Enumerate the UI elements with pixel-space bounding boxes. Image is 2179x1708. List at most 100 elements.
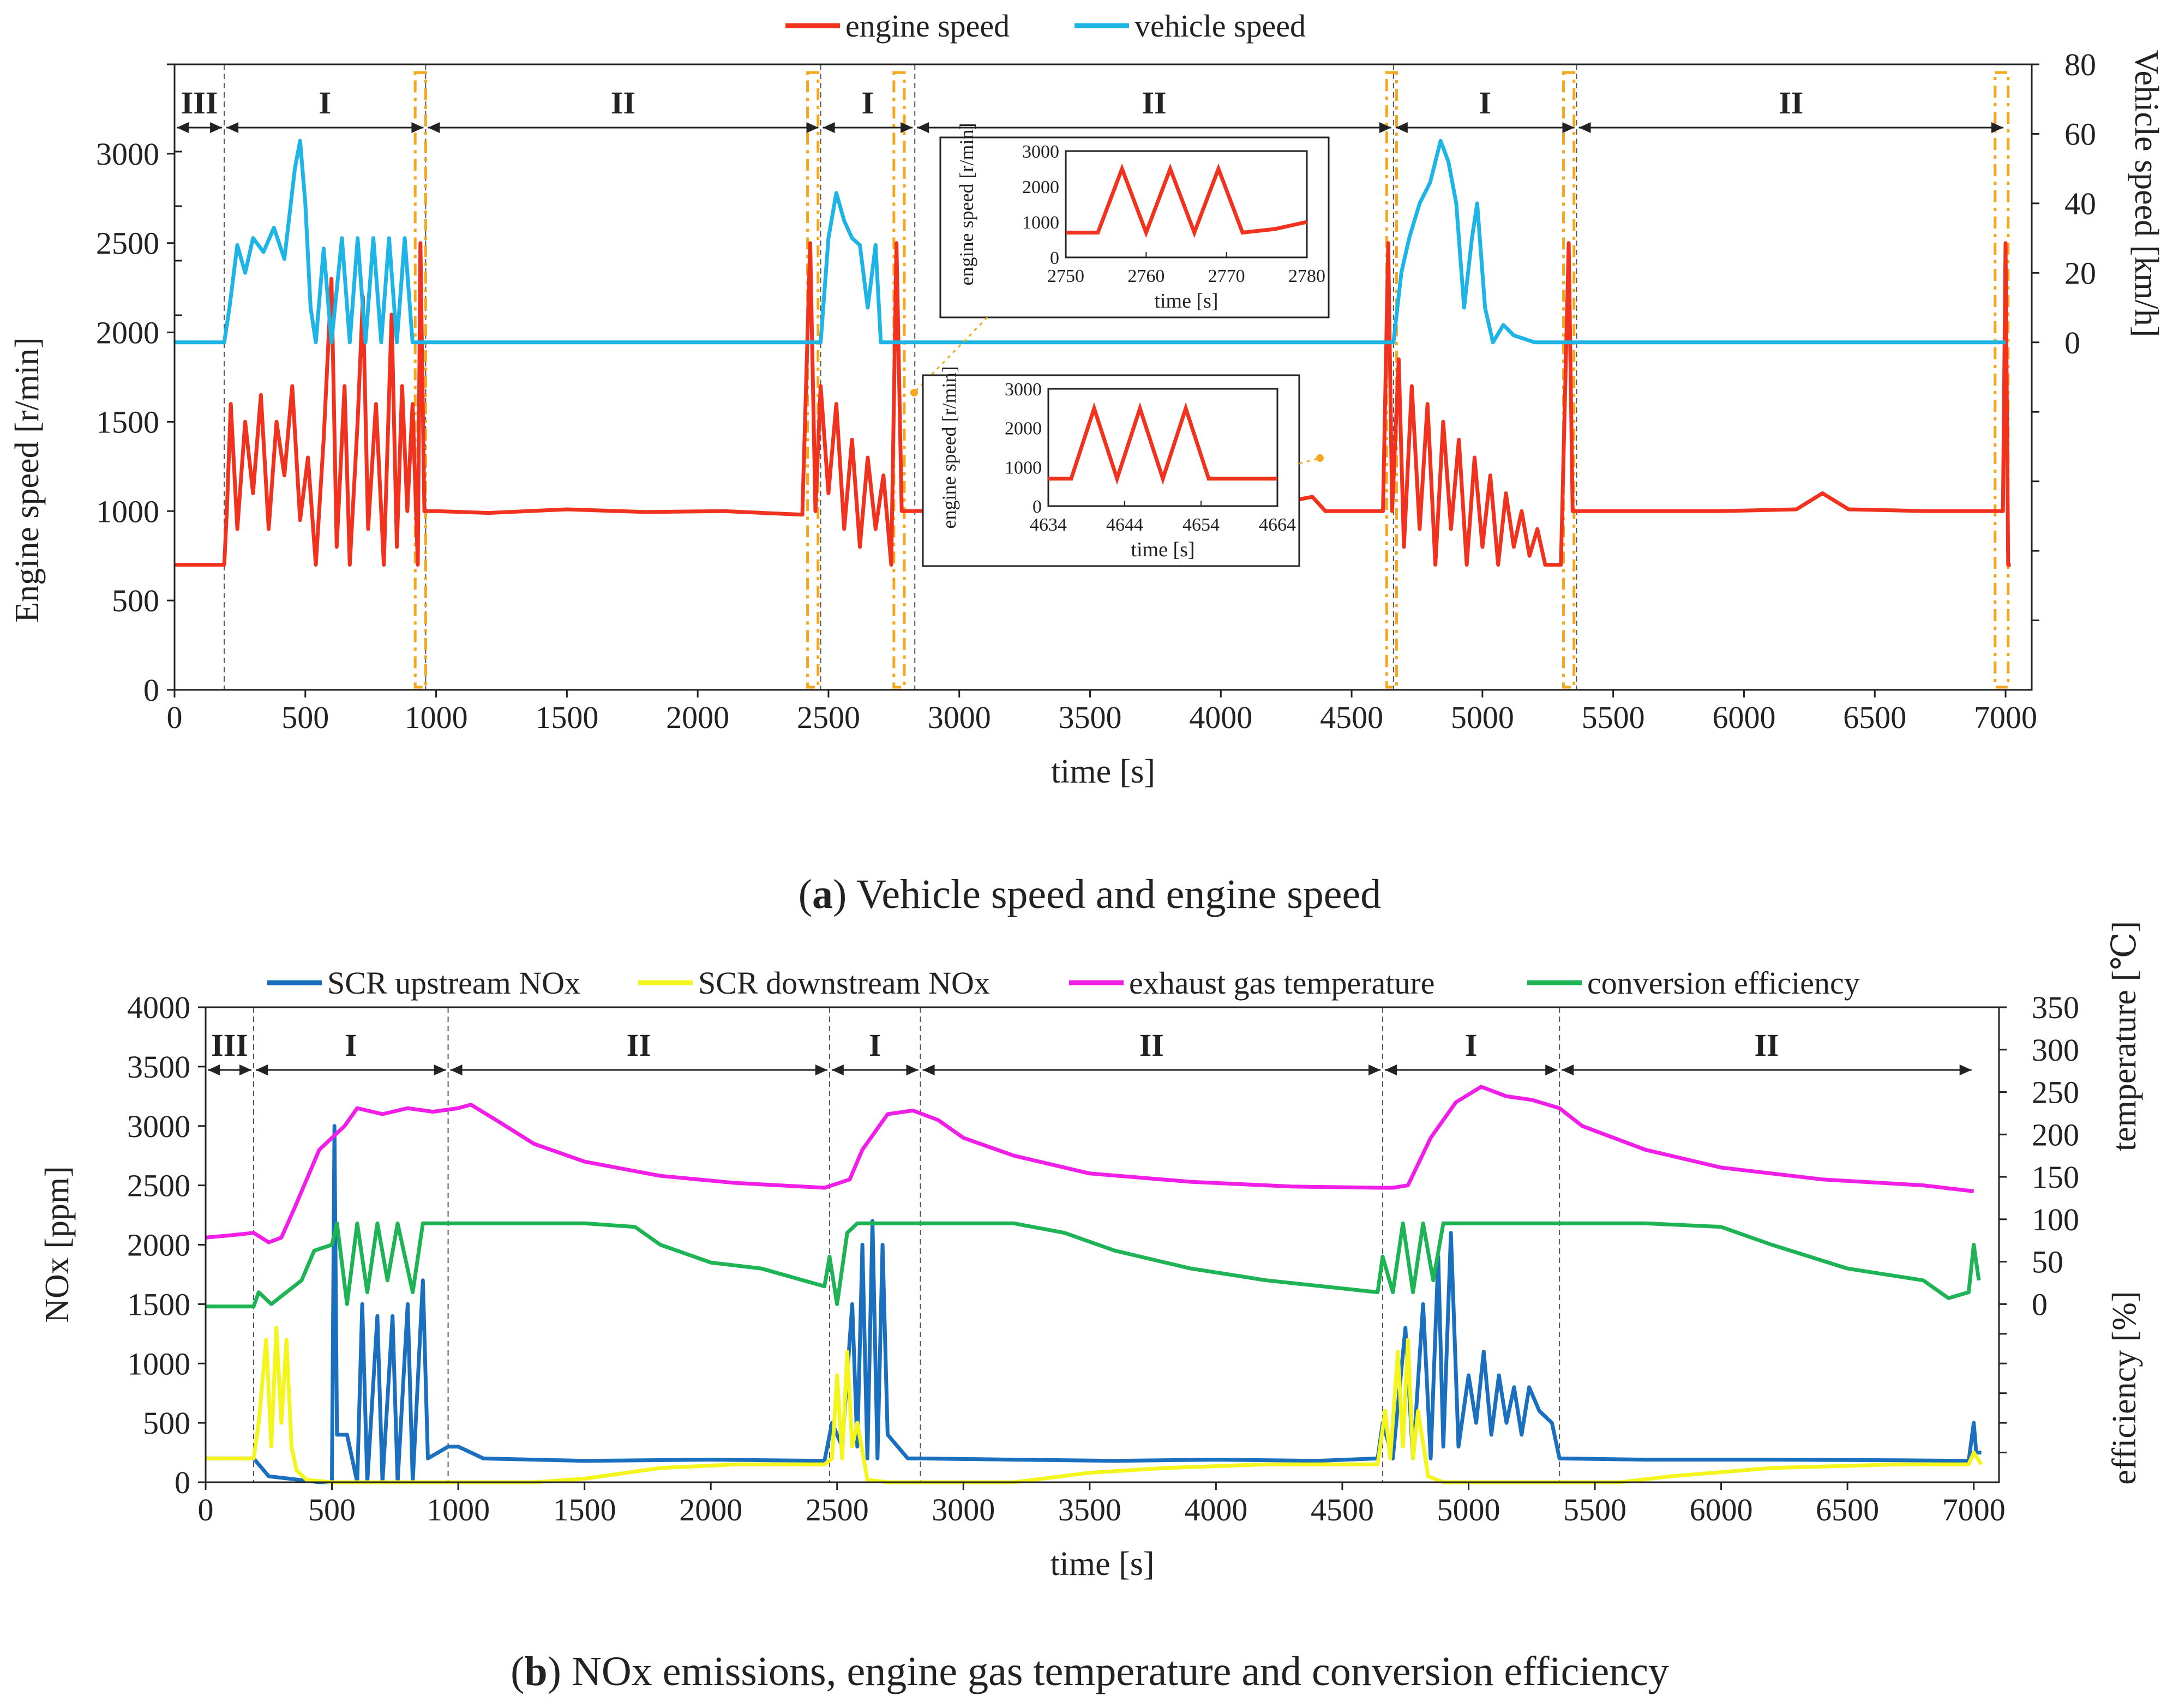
caption-letter: b	[524, 1649, 547, 1694]
y-tick-label-left: 3000	[96, 136, 159, 172]
caption-letter: a	[812, 871, 833, 917]
phase-arrow-head-left	[177, 122, 189, 133]
x-tick-label: 5000	[1437, 1492, 1500, 1527]
caption-text: NOx emissions, engine gas temperature an…	[561, 1649, 1669, 1694]
phase-arrow-head-right	[1368, 1065, 1381, 1075]
highlight-box	[413, 71, 427, 689]
x-tick-label: 2000	[666, 700, 729, 735]
y-tick-label-right-temp: 100	[2032, 1202, 2079, 1237]
panel-a: 0 500 1000 1500 2000 2500 3000 3500 4000 4500 5000…	[9, 8, 2165, 790]
x-tick-label: 0	[167, 700, 183, 735]
caption-open-paren: (	[511, 1649, 524, 1694]
x-tick-label: 6500	[1843, 700, 1906, 735]
y-tick-label-left: 2000	[127, 1228, 190, 1263]
y-axis-label-left: NOx [ppm]	[39, 1166, 76, 1323]
x-tick-label: 1000	[427, 1492, 490, 1527]
phase-label: I	[319, 85, 331, 121]
y-tick-label-right-temp: 200	[2032, 1117, 2079, 1152]
caption-close-paren: )	[833, 871, 847, 917]
inset-x-axis-label: time [s]	[1131, 538, 1194, 561]
y-tick-label-right-temp: 50	[2032, 1244, 2063, 1280]
y-tick-label-left: 1000	[96, 494, 159, 529]
caption-text: Vehicle speed and engine speed	[847, 871, 1381, 917]
phase-arrow-head-right	[906, 1065, 919, 1075]
y-axis-label-left: Engine speed [r/min]	[9, 337, 46, 622]
phase-arrow-head-right	[806, 122, 819, 133]
x-tick-label: 3500	[1058, 1492, 1121, 1527]
phase-arrow-head-left	[1562, 1065, 1574, 1075]
x-tick-label: 1500	[535, 700, 598, 735]
x-tick-label: 5500	[1582, 700, 1645, 735]
inset-x-tick-label: 4634	[1030, 515, 1067, 535]
y-tick-label-right-temp: 0	[2032, 1286, 2048, 1322]
y-tick-label-left: 0	[143, 672, 159, 708]
series-line-scr-downstream-nox	[206, 1326, 1983, 1484]
phase-arrow-head-right	[1991, 122, 2004, 133]
y-tick-label-right: 20	[2064, 255, 2096, 291]
inset-x-tick-label: 2770	[1208, 266, 1245, 286]
x-axis-label: time [s]	[1050, 1545, 1154, 1583]
phase-label: I	[862, 85, 874, 121]
x-tick-label: 4000	[1189, 700, 1252, 735]
phase-arrow-head-right	[210, 122, 223, 133]
phase-arrow-head-left	[1385, 1065, 1397, 1075]
y-tick-label-right-temp: 300	[2032, 1032, 2079, 1068]
y-tick-label-right-temp: 150	[2032, 1159, 2079, 1195]
y-tick-label-left: 1500	[96, 404, 159, 440]
inset-pointer-arrow	[913, 316, 988, 394]
phase-arrow-head-left	[831, 1065, 844, 1075]
x-tick-label: 3000	[932, 1492, 995, 1527]
inset-y-tick-label: 3000	[1022, 142, 1059, 162]
inset-y-tick-label: 2000	[1022, 177, 1059, 197]
x-tick-label: 7000	[1942, 1492, 2006, 1527]
series-line-scr-upstream-nox	[206, 1124, 1982, 1484]
phase-label: II	[1139, 1027, 1164, 1063]
phase-arrow-head-right	[1959, 1065, 1972, 1075]
inset-y-tick-label: 1000	[1022, 213, 1059, 233]
phase-label: I	[1479, 85, 1491, 121]
x-axis-label: time [s]	[1051, 753, 1155, 790]
phase-arrow-head-right	[1545, 1065, 1558, 1075]
y-axis-label-right-temp: temperature [℃]	[2106, 921, 2143, 1151]
series-line-conversion-efficiency	[206, 1221, 1981, 1309]
phase-arrow-head-right	[815, 1065, 827, 1075]
y-axis-label-right: Vehicle speed [km/h]	[2128, 50, 2165, 338]
y-tick-label-left: 3500	[127, 1049, 190, 1085]
phase-arrow-head-right	[411, 122, 424, 133]
inset-box	[922, 374, 1300, 567]
phase-label: I	[869, 1027, 881, 1063]
y-tick-label-left: 1000	[127, 1346, 190, 1381]
legend-label: engine speed	[845, 8, 1010, 44]
y-tick-label-right-temp: 350	[2032, 990, 2079, 1025]
y-tick-label-right: 0	[2064, 325, 2080, 360]
phase-arrow-head-left	[208, 1065, 220, 1075]
phase-label: I	[345, 1027, 357, 1063]
inset-pointer-head	[1316, 454, 1324, 462]
x-tick-label: 4500	[1320, 700, 1383, 735]
phase-label: III	[181, 85, 218, 121]
y-tick-label-left: 4000	[127, 990, 190, 1025]
inset-y-tick-label: 2000	[1005, 419, 1042, 439]
phase-arrow-head-left	[226, 122, 239, 133]
phase-label: II	[1142, 85, 1166, 121]
phase-label: II	[611, 85, 635, 121]
legend-label: vehicle speed	[1134, 8, 1306, 44]
phase-arrow-head-left	[917, 122, 929, 133]
x-tick-label: 3500	[1059, 700, 1122, 735]
y-tick-label-left: 0	[175, 1465, 190, 1500]
phase-label: III	[211, 1027, 248, 1063]
y-tick-label-left: 1500	[127, 1286, 190, 1322]
inset-x-tick-label: 2780	[1288, 266, 1325, 286]
caption-close-paren: )	[548, 1649, 561, 1694]
x-tick-label: 4000	[1184, 1492, 1247, 1527]
y-tick-label-left: 2500	[127, 1168, 190, 1204]
phase-arrow-head-right	[901, 122, 913, 133]
phase-arrow-head-left	[922, 1065, 935, 1075]
inset-x-tick-label: 4664	[1259, 515, 1296, 535]
series-line-vehicle-speed	[175, 139, 2006, 345]
inset-x-tick-label: 2760	[1127, 266, 1164, 286]
x-tick-label: 5500	[1563, 1492, 1626, 1527]
phase-arrow-head-left	[450, 1065, 463, 1075]
figure-caption: (a) Vehicle speed and engine speed	[799, 871, 1382, 917]
